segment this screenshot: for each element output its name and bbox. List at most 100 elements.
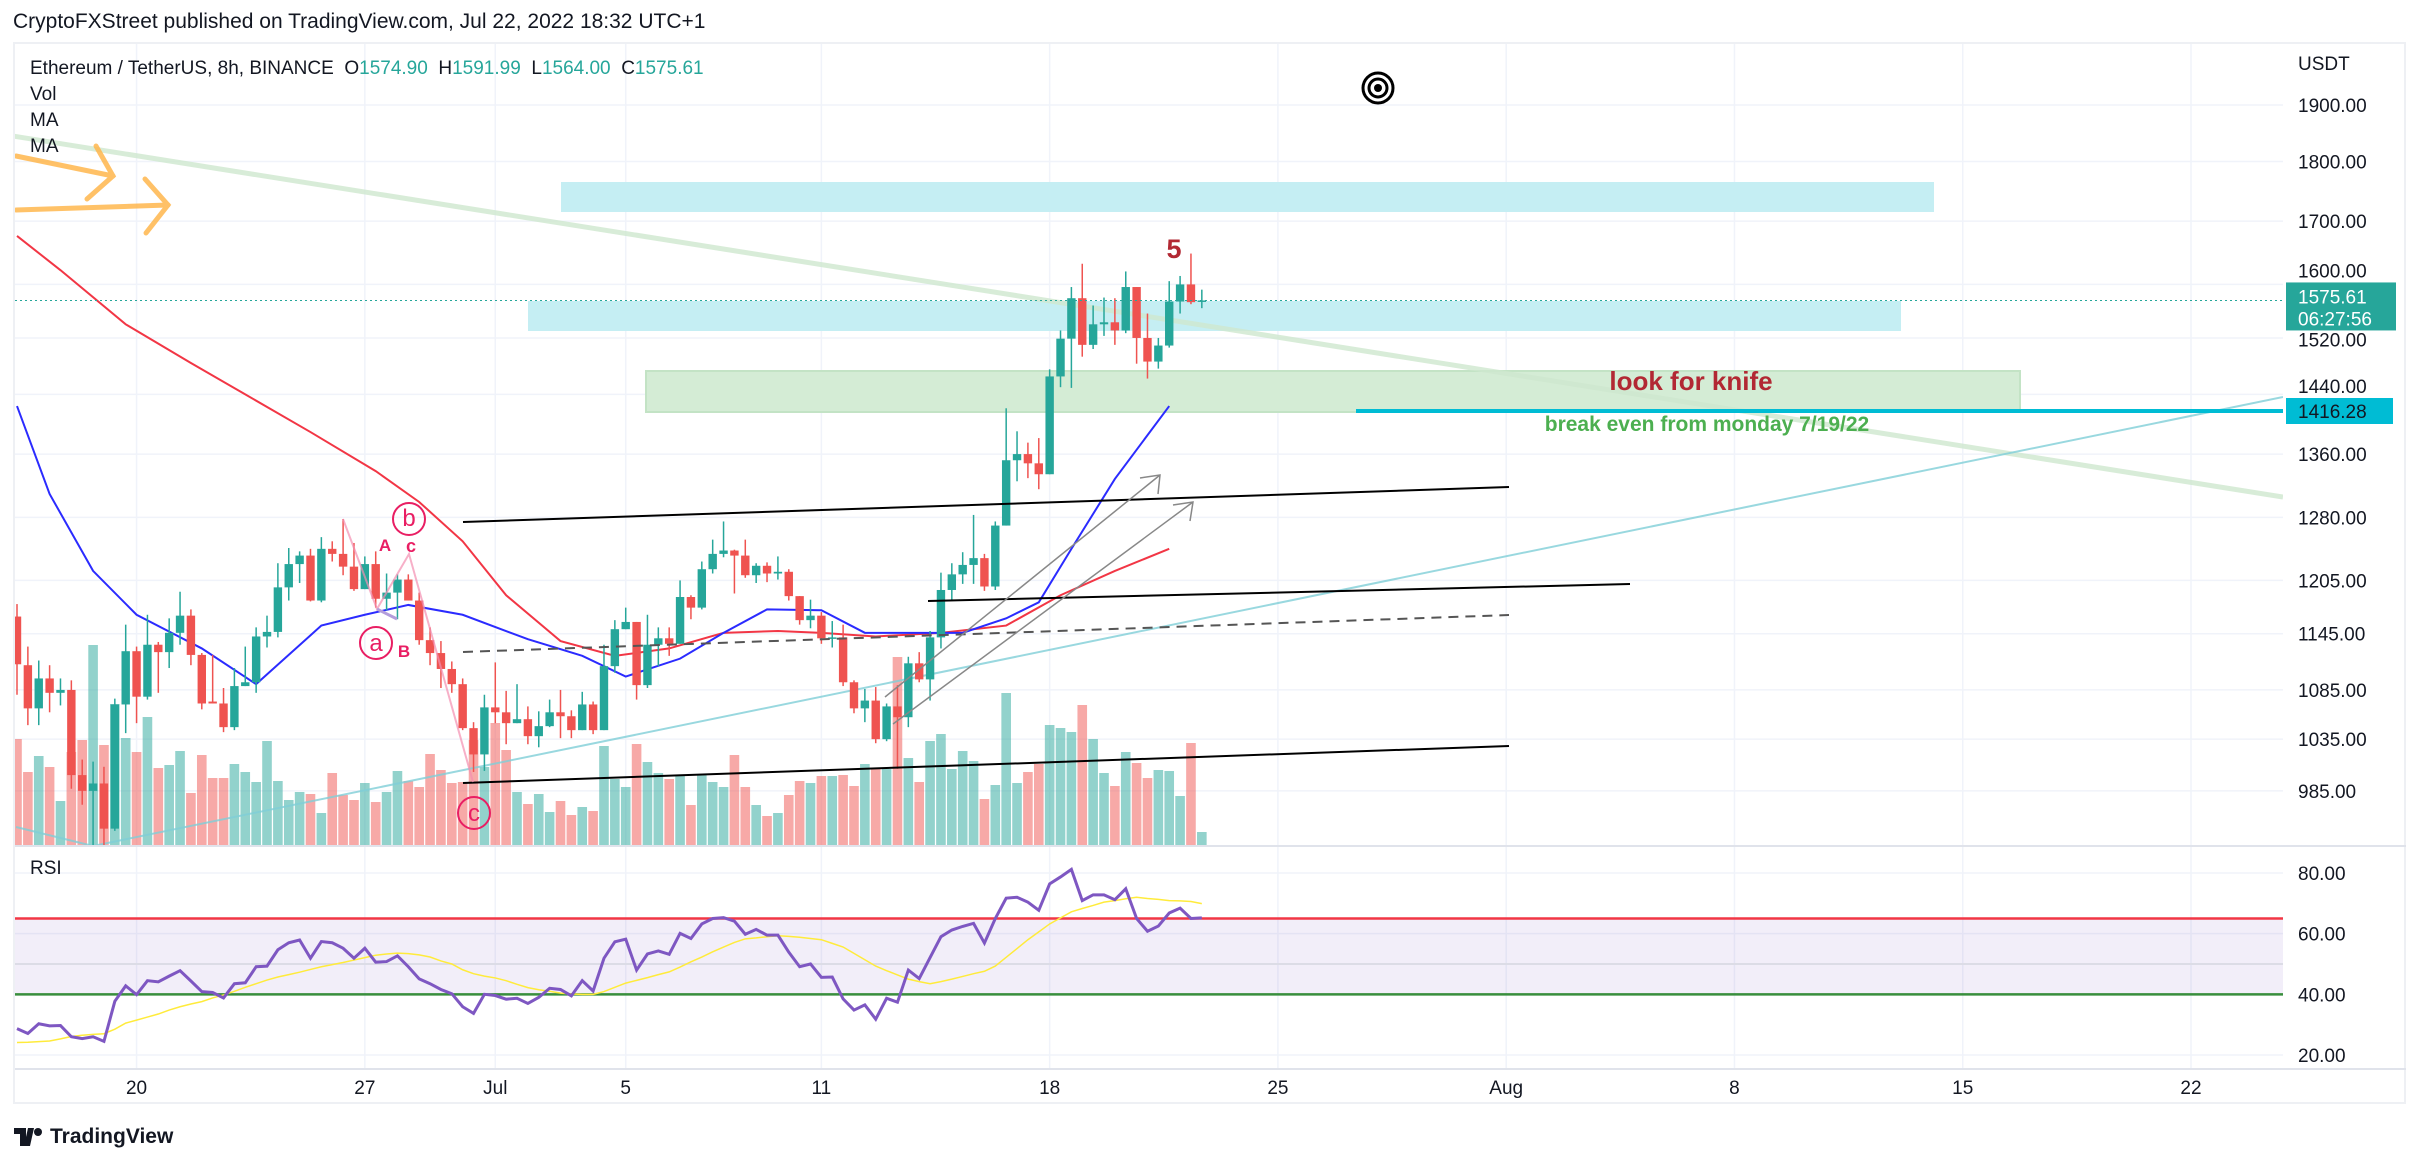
candle[interactable]: [871, 687, 880, 744]
candle[interactable]: [675, 580, 685, 644]
candle[interactable]: [219, 688, 228, 733]
candle[interactable]: [762, 562, 772, 583]
time-axis[interactable]: 20 27 Jul 5 11 18 25 Aug 8 15 22: [126, 1078, 2202, 1099]
candle[interactable]: [67, 680, 76, 789]
candle[interactable]: [23, 646, 33, 726]
candle[interactable]: [154, 641, 163, 693]
candle[interactable]: [306, 548, 315, 602]
candle[interactable]: [262, 615, 272, 648]
candle[interactable]: [393, 574, 402, 620]
candle[interactable]: [784, 569, 793, 601]
candle[interactable]: [1078, 263, 1087, 357]
candle[interactable]: [969, 514, 978, 584]
ascending-trendline-left[interactable]: [15, 826, 94, 846]
candle[interactable]: [241, 646, 250, 687]
candle[interactable]: [1023, 442, 1033, 479]
candle[interactable]: [1099, 297, 1109, 336]
candle[interactable]: [1186, 253, 1196, 305]
gray-arrow-2[interactable]: [892, 501, 1194, 725]
orange-arrow-2[interactable]: [15, 176, 172, 236]
candle[interactable]: [654, 627, 663, 667]
target-icon[interactable]: [1361, 71, 1395, 105]
candle[interactable]: [719, 521, 728, 558]
descending-trendline[interactable]: [0, 133, 2283, 500]
candle[interactable]: [349, 542, 359, 591]
candle[interactable]: [56, 678, 65, 706]
candle[interactable]: [882, 703, 891, 742]
candle[interactable]: [643, 614, 652, 689]
candle[interactable]: [991, 521, 1000, 590]
candle[interactable]: [915, 652, 924, 683]
candle[interactable]: [317, 537, 326, 603]
candle[interactable]: [480, 694, 489, 771]
candle[interactable]: [284, 547, 293, 601]
channel-line-top[interactable]: [462, 486, 1510, 523]
legend-ma-1[interactable]: MA: [30, 110, 59, 131]
candle[interactable]: [1045, 369, 1054, 475]
wave-path[interactable]: [342, 518, 474, 783]
candle[interactable]: [730, 549, 739, 594]
candle[interactable]: [1067, 287, 1076, 388]
candle[interactable]: [88, 761, 98, 846]
candle[interactable]: [208, 654, 217, 704]
candle[interactable]: [1056, 330, 1065, 388]
wave-a-circle[interactable]: a: [359, 626, 393, 660]
symbol-legend[interactable]: Ethereum / TetherUS, 8h, BINANCE O1574.9…: [30, 58, 704, 80]
candle[interactable]: [1034, 438, 1043, 490]
candle[interactable]: [197, 653, 206, 710]
candle[interactable]: [425, 627, 435, 666]
candle[interactable]: [795, 596, 804, 625]
candle[interactable]: [980, 553, 989, 591]
orange-arrow-1[interactable]: [15, 143, 117, 202]
candle[interactable]: [458, 678, 467, 731]
candle[interactable]: [186, 609, 196, 666]
channel-line-bottom[interactable]: [462, 745, 1510, 784]
candle[interactable]: [99, 766, 109, 846]
candle[interactable]: [1088, 305, 1098, 350]
candle[interactable]: [947, 563, 957, 600]
candle[interactable]: [1143, 313, 1152, 379]
ascending-trendline[interactable]: [92, 396, 2283, 846]
candle[interactable]: [164, 618, 174, 669]
candle[interactable]: [632, 621, 641, 700]
candle[interactable]: [665, 627, 674, 656]
candle[interactable]: [828, 621, 837, 648]
candle[interactable]: [925, 631, 935, 701]
price-axis[interactable]: USDT 1900.00 1800.00 1700.00 1600.00 1520.00…: [2298, 54, 2367, 803]
resistance-zone-upper[interactable]: [561, 182, 1934, 212]
candle[interactable]: [175, 591, 185, 645]
candle[interactable]: [121, 624, 130, 734]
candle[interactable]: [708, 539, 717, 574]
candle[interactable]: [545, 699, 554, 728]
channel-line-middle[interactable]: [927, 583, 1631, 602]
wave-5-label[interactable]: 5: [1166, 234, 1181, 264]
candle[interactable]: [110, 698, 120, 831]
candle[interactable]: [567, 710, 576, 739]
candle[interactable]: [588, 701, 598, 735]
candle[interactable]: [534, 711, 543, 748]
candle[interactable]: [686, 595, 696, 620]
candle[interactable]: [1110, 298, 1120, 345]
candle[interactable]: [501, 690, 511, 745]
candle[interactable]: [34, 660, 43, 726]
wave-A-label[interactable]: A: [379, 536, 391, 555]
candle[interactable]: [13, 604, 22, 695]
candle[interactable]: [958, 552, 967, 584]
candle[interactable]: [904, 656, 913, 728]
candle[interactable]: [751, 563, 761, 584]
candle[interactable]: [1012, 431, 1022, 482]
candle[interactable]: [132, 646, 141, 724]
legend-rsi[interactable]: RSI: [30, 858, 62, 879]
wave-c-circle[interactable]: c: [457, 796, 491, 830]
gray-arrow-1[interactable]: [884, 474, 1161, 698]
candle[interactable]: [338, 519, 348, 576]
candle[interactable]: [838, 624, 848, 687]
look-for-knife-label[interactable]: look for knife: [1609, 366, 1772, 396]
candle[interactable]: [697, 561, 707, 610]
candle[interactable]: [512, 684, 522, 724]
candle[interactable]: [599, 644, 609, 731]
candle[interactable]: [1165, 281, 1174, 348]
candle[interactable]: [849, 680, 859, 714]
candle[interactable]: [1132, 287, 1141, 364]
